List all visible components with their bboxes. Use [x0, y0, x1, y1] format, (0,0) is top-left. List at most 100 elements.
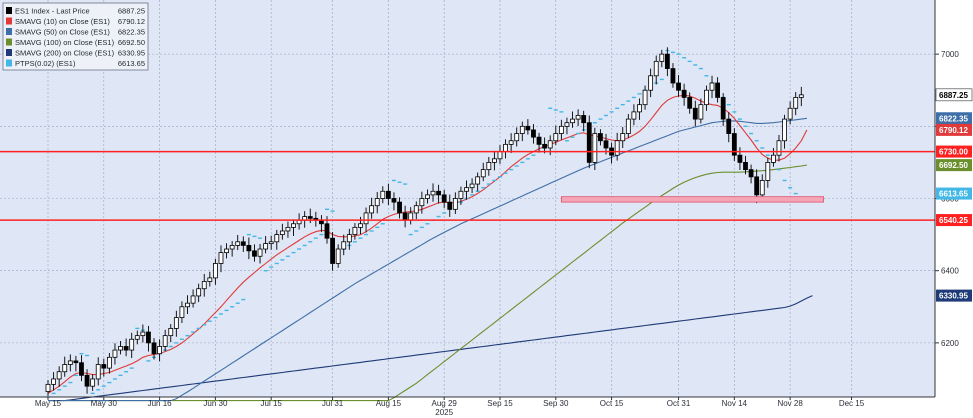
candle-up	[106, 356, 112, 369]
y-tick-label: 6200	[941, 339, 959, 348]
x-tick-label: Dec 15	[839, 399, 865, 408]
legend-series-name: SMAVG (10) on Close (ES1)	[15, 17, 110, 26]
candle-down	[743, 162, 748, 171]
candle-up	[346, 234, 352, 243]
price-tag-label: 6887.25	[939, 91, 968, 100]
candle-up	[45, 383, 51, 392]
sma100-line	[48, 164, 807, 402]
candle-up	[497, 151, 503, 160]
candle-up	[430, 190, 436, 196]
candle-up	[201, 281, 207, 290]
candle-up	[369, 205, 375, 214]
candle-up	[129, 338, 135, 351]
candle-down	[324, 223, 330, 239]
price-tag-box	[936, 187, 972, 200]
x-tick-label: Oct 31	[667, 399, 691, 408]
legend-swatch	[6, 7, 12, 14]
legend-series-value: 6822.35	[118, 28, 145, 37]
price-tag-box	[936, 159, 972, 172]
candle-down	[447, 201, 453, 210]
candle-up	[352, 226, 358, 235]
candle-up	[224, 248, 229, 254]
candle-down	[397, 201, 402, 214]
candle-up	[480, 169, 486, 178]
candle-up	[614, 140, 620, 156]
legend-series-value: 6790.12	[118, 17, 145, 26]
candle-down	[731, 133, 737, 156]
x-tick-label: Oct 15	[600, 399, 624, 408]
candle-up	[547, 140, 553, 149]
candle-up	[793, 97, 799, 109]
legend-box	[2, 2, 149, 71]
candle-down	[385, 190, 391, 199]
legend-swatch	[6, 59, 12, 67]
candle-up	[185, 302, 190, 308]
candle-up	[90, 378, 96, 387]
candle-up	[263, 243, 269, 250]
price-tag-label: 6730.00	[939, 148, 968, 157]
candle-up	[374, 198, 380, 207]
candle-up	[570, 118, 575, 124]
candle-down	[531, 129, 536, 138]
candle-down	[542, 143, 548, 149]
candle-down	[692, 107, 698, 120]
x-tick-label: Aug 29	[432, 399, 458, 408]
legend-swatch	[6, 38, 12, 46]
legend-series-name: PTPS(0.02) (ES1)	[15, 59, 76, 68]
support-resistance-overlays	[0, 150, 935, 221]
x-tick-label: May 30	[91, 399, 118, 408]
candle-up	[765, 162, 771, 181]
x-tick-label: Jul 15	[261, 399, 283, 408]
candle-up	[207, 277, 213, 282]
candle-up	[51, 378, 56, 385]
candle-up	[798, 94, 804, 98]
legend-swatch	[6, 17, 12, 25]
candle-up	[285, 226, 291, 232]
candle-up	[212, 263, 218, 279]
candle-down	[101, 364, 107, 369]
candle-up	[95, 364, 101, 380]
candle-up	[486, 162, 492, 171]
candle-up	[341, 241, 347, 250]
legend-series-name: SMAVG (200) on Close (ES1)	[15, 49, 115, 58]
candle-up	[358, 223, 363, 228]
candle-down	[581, 115, 587, 124]
candle-down	[73, 360, 79, 364]
candle-up	[112, 349, 118, 358]
candle-up	[235, 241, 241, 246]
price-tag-label: 6613.65	[939, 190, 968, 199]
candle-down	[715, 82, 720, 98]
candle-down	[670, 68, 676, 84]
candle-up	[475, 176, 481, 185]
candle-up	[709, 82, 715, 91]
legend-series-value: 6887.25	[118, 7, 145, 16]
candle-down	[676, 82, 681, 91]
candle-up	[279, 230, 285, 235]
x-tick-label: Jun 16	[148, 399, 173, 408]
candle-up	[782, 118, 787, 142]
x-tick-label: Jul 31	[322, 399, 344, 408]
candle-down	[123, 346, 129, 351]
candle-up	[519, 125, 525, 134]
candle-up	[558, 125, 564, 134]
legend-series-name: ES1 Index - Last Price	[15, 7, 90, 16]
candle-up	[637, 104, 642, 113]
candle-up	[168, 328, 174, 337]
price-tag-label: 6822.35	[939, 114, 968, 123]
candle-up	[413, 205, 419, 214]
candle-up	[274, 234, 280, 243]
candle-up	[179, 306, 185, 319]
candle-up	[759, 180, 765, 196]
candle-down	[664, 53, 670, 69]
candle-up	[363, 212, 369, 225]
price-tag-box	[935, 88, 973, 102]
candle-up	[56, 371, 62, 380]
x-tick-label: Sep 30	[543, 399, 569, 408]
candle-up	[625, 118, 631, 134]
x-year-label: 2025	[435, 408, 453, 417]
candle-down	[720, 97, 726, 120]
candle-down	[240, 241, 246, 246]
candle-up	[469, 183, 475, 189]
price-tag-label: 6330.95	[939, 292, 968, 301]
